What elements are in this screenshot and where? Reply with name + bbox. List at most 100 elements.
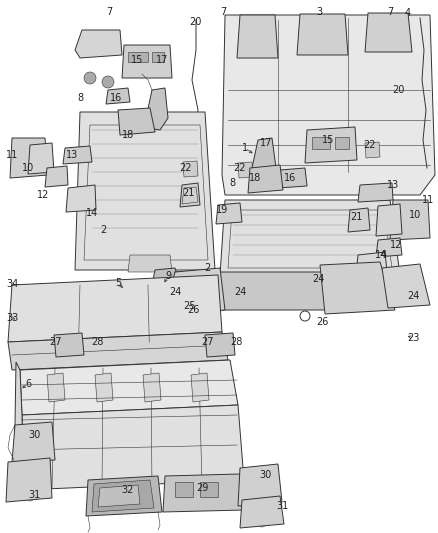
- Bar: [152, 52, 164, 62]
- Text: 15: 15: [131, 55, 143, 65]
- Text: 28: 28: [91, 337, 103, 347]
- Polygon shape: [348, 208, 370, 232]
- Polygon shape: [238, 464, 282, 506]
- Text: 33: 33: [6, 313, 18, 323]
- Polygon shape: [118, 108, 155, 135]
- Polygon shape: [75, 112, 215, 270]
- Polygon shape: [146, 88, 168, 130]
- Text: 18: 18: [249, 173, 261, 183]
- Text: 21: 21: [350, 212, 362, 222]
- Polygon shape: [28, 143, 54, 174]
- Polygon shape: [168, 268, 225, 314]
- Text: 16: 16: [284, 173, 296, 183]
- Text: 30: 30: [259, 470, 271, 480]
- Circle shape: [79, 169, 85, 175]
- Polygon shape: [8, 332, 228, 370]
- Circle shape: [102, 76, 114, 88]
- Polygon shape: [92, 480, 154, 512]
- Text: 9: 9: [165, 271, 171, 281]
- Polygon shape: [191, 373, 209, 402]
- Polygon shape: [8, 275, 222, 342]
- Text: 27: 27: [202, 337, 214, 347]
- Polygon shape: [220, 200, 400, 275]
- Bar: [335, 137, 349, 149]
- Polygon shape: [365, 13, 412, 52]
- Text: 2: 2: [100, 225, 106, 235]
- Polygon shape: [10, 138, 48, 178]
- Text: 17: 17: [260, 138, 272, 148]
- Polygon shape: [6, 458, 52, 502]
- Text: 14: 14: [375, 250, 387, 260]
- Polygon shape: [278, 168, 307, 188]
- Text: 16: 16: [110, 93, 122, 103]
- Text: 13: 13: [387, 180, 399, 190]
- Polygon shape: [86, 476, 162, 516]
- Text: 27: 27: [50, 337, 62, 347]
- Text: 14: 14: [86, 208, 98, 218]
- Text: 11: 11: [422, 195, 434, 205]
- Polygon shape: [95, 373, 113, 402]
- Text: 24: 24: [407, 291, 419, 301]
- Polygon shape: [75, 30, 122, 58]
- Circle shape: [72, 152, 78, 158]
- Text: 10: 10: [409, 210, 421, 220]
- Polygon shape: [14, 362, 24, 495]
- Circle shape: [235, 183, 245, 193]
- Text: 18: 18: [122, 130, 134, 140]
- Text: 23: 23: [407, 333, 419, 343]
- Polygon shape: [45, 166, 68, 187]
- Polygon shape: [12, 422, 55, 462]
- Polygon shape: [320, 262, 395, 314]
- Polygon shape: [128, 255, 172, 272]
- Polygon shape: [66, 185, 96, 212]
- Polygon shape: [252, 138, 276, 180]
- Text: 8: 8: [229, 178, 235, 188]
- Text: 6: 6: [25, 379, 31, 389]
- Text: 26: 26: [316, 317, 328, 327]
- Text: 28: 28: [230, 337, 242, 347]
- Text: 4: 4: [381, 250, 387, 260]
- Polygon shape: [205, 333, 235, 357]
- Text: 31: 31: [276, 501, 288, 511]
- Text: 7: 7: [387, 7, 393, 17]
- Text: 15: 15: [322, 135, 334, 145]
- Polygon shape: [297, 14, 348, 55]
- Polygon shape: [240, 496, 284, 528]
- Text: 20: 20: [392, 85, 404, 95]
- Text: 24: 24: [234, 287, 246, 297]
- Text: 20: 20: [189, 17, 201, 27]
- Text: 17: 17: [156, 55, 168, 65]
- Text: 8: 8: [77, 93, 83, 103]
- Text: 22: 22: [364, 140, 376, 150]
- Text: 3: 3: [316, 7, 322, 17]
- Text: 32: 32: [122, 485, 134, 495]
- Polygon shape: [376, 204, 402, 236]
- Bar: [312, 137, 330, 149]
- Text: 7: 7: [106, 7, 112, 17]
- Bar: [128, 52, 148, 62]
- Polygon shape: [22, 405, 244, 490]
- Polygon shape: [237, 15, 278, 58]
- Text: 2: 2: [204, 263, 210, 273]
- Text: 22: 22: [179, 163, 191, 173]
- Text: 29: 29: [196, 483, 208, 493]
- Text: 26: 26: [187, 305, 199, 315]
- Text: 11: 11: [6, 150, 18, 160]
- Polygon shape: [376, 238, 402, 257]
- Polygon shape: [216, 203, 242, 224]
- Polygon shape: [106, 88, 130, 104]
- Polygon shape: [47, 373, 65, 402]
- Polygon shape: [238, 162, 253, 178]
- Polygon shape: [180, 183, 200, 207]
- Text: 1: 1: [242, 143, 248, 153]
- Polygon shape: [248, 165, 283, 193]
- Polygon shape: [172, 272, 368, 310]
- Circle shape: [72, 195, 78, 201]
- Text: 22: 22: [234, 163, 246, 173]
- Text: 13: 13: [66, 150, 78, 160]
- Polygon shape: [358, 183, 393, 202]
- Circle shape: [225, 175, 235, 185]
- Polygon shape: [390, 200, 430, 240]
- Text: 30: 30: [28, 430, 40, 440]
- Bar: [200, 482, 218, 497]
